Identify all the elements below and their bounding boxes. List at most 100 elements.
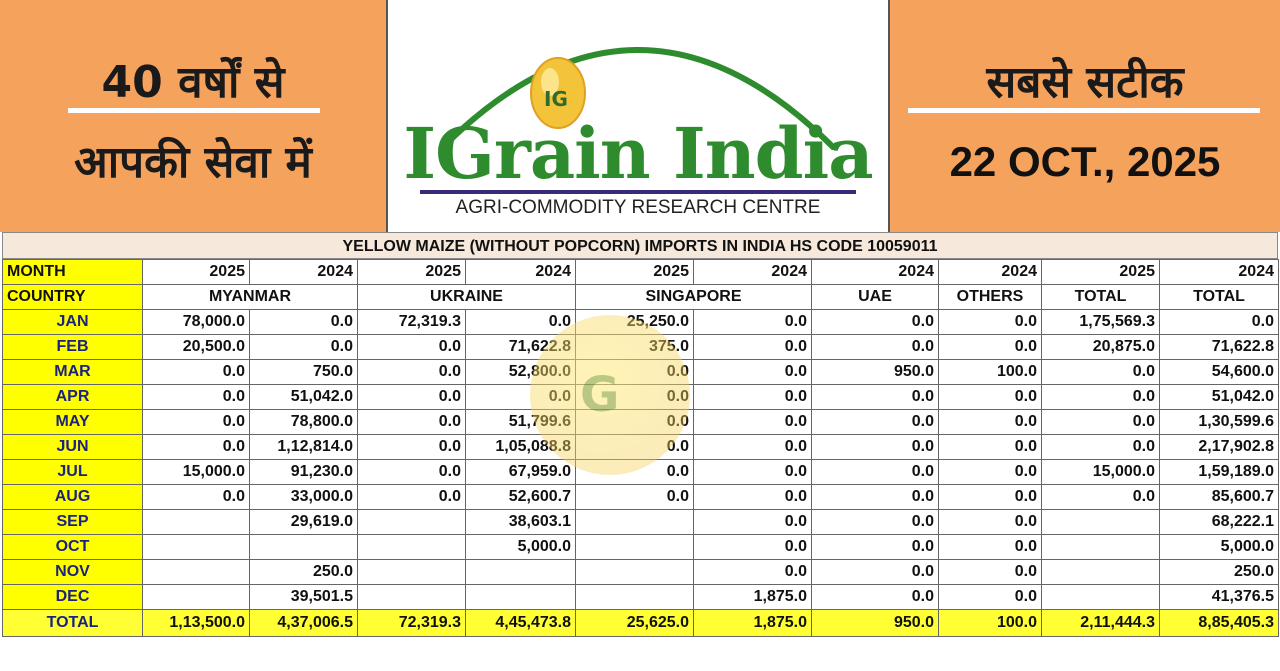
value-cell: 0.0 — [693, 534, 812, 560]
value-cell: 25,250.0 — [575, 309, 694, 335]
accuracy-tagline: सबसे सटीक — [986, 57, 1184, 108]
value-cell: 0.0 — [575, 484, 694, 510]
value-cell: 71,622.8 — [1159, 334, 1279, 360]
value-cell: 15,000.0 — [142, 459, 250, 485]
country-others: OTHERS — [938, 284, 1042, 310]
divider — [68, 108, 320, 113]
value-cell: 0.0 — [357, 459, 466, 485]
value-cell: 1,30,599.6 — [1159, 409, 1279, 435]
value-cell: 0.0 — [938, 509, 1042, 535]
value-cell: 0.0 — [142, 384, 250, 410]
value-cell: 41,376.5 — [1159, 584, 1279, 610]
value-cell — [142, 584, 250, 610]
month-cell: SEP — [2, 509, 143, 535]
value-cell: 0.0 — [693, 309, 812, 335]
logo-badge: IG — [544, 87, 568, 111]
value-cell: 0.0 — [811, 534, 939, 560]
value-cell: 0.0 — [575, 409, 694, 435]
value-cell: 0.0 — [938, 309, 1042, 335]
value-cell — [142, 534, 250, 560]
table-row: MAR 0.0 750.0 0.0 52,800.0 0.0 0.0 950.0 100.0 0.… — [2, 359, 1279, 385]
year-cell: 2024 — [249, 259, 358, 285]
value-cell — [575, 559, 694, 585]
value-cell: 100.0 — [938, 609, 1042, 637]
value-cell: 0.0 — [938, 459, 1042, 485]
value-cell: 100.0 — [938, 359, 1042, 385]
value-cell: 0.0 — [575, 434, 694, 460]
table-row: DEC 39,501.5 1,875.0 0.0 0.0 41,376.5 — [2, 584, 1279, 610]
country-ukraine: UKRAINE — [357, 284, 576, 310]
value-cell: 8,85,405.3 — [1159, 609, 1279, 637]
value-cell: 0.0 — [693, 459, 812, 485]
value-cell: 0.0 — [811, 459, 939, 485]
value-cell: 0.0 — [938, 434, 1042, 460]
value-cell: 33,000.0 — [249, 484, 358, 510]
value-cell: 51,799.6 — [465, 409, 576, 435]
value-cell: 0.0 — [1041, 359, 1160, 385]
value-cell: 0.0 — [575, 384, 694, 410]
month-cell: MAY — [2, 409, 143, 435]
value-cell — [142, 509, 250, 535]
value-cell: 91,230.0 — [249, 459, 358, 485]
value-cell: 72,319.3 — [357, 309, 466, 335]
value-cell: 20,500.0 — [142, 334, 250, 360]
value-cell — [357, 534, 466, 560]
year-cell: 2025 — [1041, 259, 1160, 285]
value-cell: 0.0 — [938, 559, 1042, 585]
logo-subtitle: AGRI-COMMODITY RESEARCH CENTRE — [455, 197, 821, 218]
value-cell: 0.0 — [575, 459, 694, 485]
value-cell: 4,37,006.5 — [249, 609, 358, 637]
year-cell: 2024 — [693, 259, 812, 285]
month-cell: DEC — [2, 584, 143, 610]
year-cell: 2024 — [1159, 259, 1279, 285]
value-cell: 250.0 — [1159, 559, 1279, 585]
total-2025-header: TOTAL — [1041, 284, 1160, 310]
value-cell: 0.0 — [811, 309, 939, 335]
month-cell: JAN — [2, 309, 143, 335]
value-cell: 950.0 — [811, 609, 939, 637]
year-cell: 2024 — [811, 259, 939, 285]
value-cell: 0.0 — [811, 384, 939, 410]
month-cell: JUL — [2, 459, 143, 485]
value-cell: 25,625.0 — [575, 609, 694, 637]
value-cell: 0.0 — [811, 409, 939, 435]
value-cell: 0.0 — [811, 484, 939, 510]
logo-underline — [420, 190, 856, 194]
value-cell — [575, 509, 694, 535]
value-cell: 375.0 — [575, 334, 694, 360]
value-cell: 0.0 — [465, 384, 576, 410]
imports-table-section: YELLOW MAIZE (WITHOUT POPCORN) IMPORTS I… — [2, 232, 1279, 637]
value-cell: 950.0 — [811, 359, 939, 385]
value-cell — [1041, 559, 1160, 585]
value-cell: 750.0 — [249, 359, 358, 385]
month-cell: APR — [2, 384, 143, 410]
value-cell — [465, 584, 576, 610]
year-cell: 2025 — [142, 259, 250, 285]
value-cell: 0.0 — [575, 359, 694, 385]
value-cell: 0.0 — [811, 584, 939, 610]
value-cell: 52,800.0 — [465, 359, 576, 385]
value-cell: 0.0 — [357, 359, 466, 385]
value-cell: 0.0 — [1041, 409, 1160, 435]
year-cell: 2024 — [465, 259, 576, 285]
value-cell: 0.0 — [811, 559, 939, 585]
value-cell: 0.0 — [693, 434, 812, 460]
month-cell: FEB — [2, 334, 143, 360]
value-cell: 0.0 — [938, 384, 1042, 410]
year-cell: 2025 — [357, 259, 466, 285]
value-cell: 78,800.0 — [249, 409, 358, 435]
value-cell — [357, 559, 466, 585]
value-cell: 29,619.0 — [249, 509, 358, 535]
value-cell: 250.0 — [249, 559, 358, 585]
value-cell — [575, 534, 694, 560]
value-cell: 0.0 — [465, 309, 576, 335]
value-cell: 0.0 — [938, 584, 1042, 610]
logo-title: IGrain India — [403, 112, 873, 195]
value-cell: 1,59,189.0 — [1159, 459, 1279, 485]
value-cell: 0.0 — [142, 434, 250, 460]
value-cell: 54,600.0 — [1159, 359, 1279, 385]
value-cell: 0.0 — [811, 434, 939, 460]
value-cell: 0.0 — [357, 409, 466, 435]
country-header-row: COUNTRY MYANMAR UKRAINE SINGAPORE UAE OT… — [2, 284, 1279, 310]
table-row: AUG 0.0 33,000.0 0.0 52,600.7 0.0 0.0 0.0 0.0 0.0… — [2, 484, 1279, 510]
